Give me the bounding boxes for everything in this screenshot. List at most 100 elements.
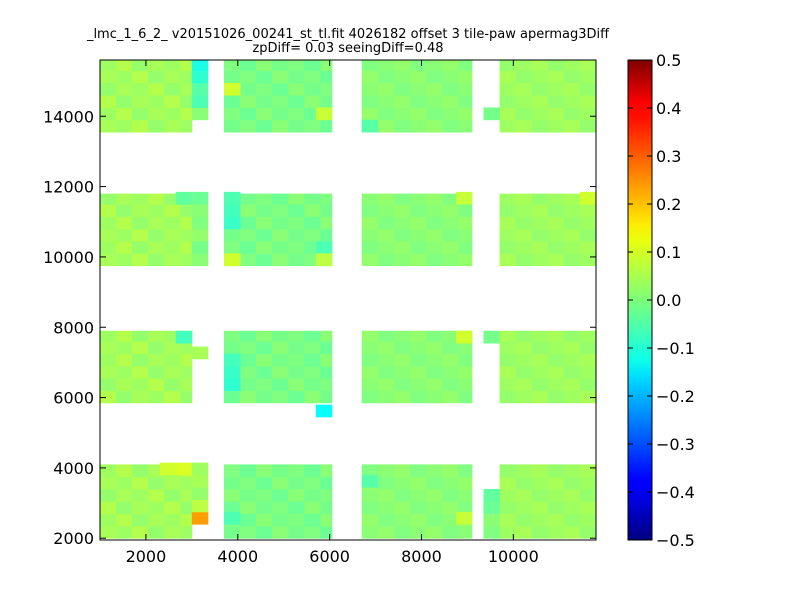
heatmap-cell — [148, 330, 165, 342]
heatmap-cell — [320, 204, 333, 217]
heatmap-cell — [180, 204, 193, 217]
heatmap-cell — [315, 107, 333, 121]
colorbar-tick-label: −0.5 — [656, 531, 695, 550]
heatmap-cell — [531, 228, 549, 242]
heatmap-cell — [531, 390, 549, 404]
heatmap-cell — [180, 60, 193, 71]
heatmap-cell — [164, 341, 181, 355]
heatmap-cell — [563, 228, 581, 242]
heatmap-cell — [288, 330, 305, 342]
heatmap-cell — [148, 365, 165, 379]
heatmap-cell — [164, 378, 181, 391]
heatmap-cell — [116, 82, 133, 96]
heatmap-cell — [547, 204, 565, 217]
heatmap-cell — [116, 365, 133, 379]
heatmap-cell — [547, 390, 565, 404]
x-axis: 2000 4000 6000 8000 10000 — [126, 60, 539, 566]
heatmap-cell — [180, 241, 193, 254]
heatmap-cell — [224, 204, 241, 217]
heatmap-cell — [531, 378, 549, 391]
heatmap-cell — [563, 204, 581, 217]
heatmap-cell — [164, 119, 181, 133]
heatmap-cell — [393, 253, 411, 267]
heatmap-cell — [191, 107, 209, 121]
heatmap-cell — [410, 353, 427, 367]
heatmap-cell — [361, 341, 379, 355]
heatmap-cell — [100, 216, 117, 230]
heatmap-cell — [458, 353, 473, 367]
heatmap-cell — [579, 330, 597, 342]
heatmap-cell — [483, 501, 500, 515]
heatmap-cell — [148, 476, 165, 490]
heatmap-cell — [393, 525, 411, 539]
heatmap-cell — [180, 341, 193, 355]
heatmap-cell — [116, 390, 133, 404]
heatmap-cell — [100, 513, 117, 527]
heatmap-cell — [531, 353, 549, 367]
heatmap-cell — [531, 476, 549, 490]
heatmap-cell — [458, 204, 473, 217]
heatmap-cell — [579, 341, 597, 355]
heatmap-cell — [361, 390, 379, 404]
heatmap-cell — [148, 228, 165, 242]
heatmap-cell — [579, 378, 597, 391]
heatmap-cell — [579, 191, 597, 205]
y-axis: 2000 4000 6000 8000 10000 12000 14000 — [43, 107, 596, 548]
heatmap-cell — [148, 513, 165, 527]
heatmap-cell — [164, 70, 181, 84]
heatmap-cell — [116, 241, 133, 254]
heatmap-cell — [579, 228, 597, 242]
heatmap-cell — [579, 204, 597, 217]
heatmap-cell — [531, 365, 549, 379]
heatmap-cell — [410, 228, 427, 242]
heatmap-cell — [100, 60, 117, 71]
heatmap-cell — [272, 365, 289, 379]
heatmap-cell — [304, 390, 321, 404]
heatmap-cell — [191, 511, 209, 525]
y-tick-label: 10000 — [43, 248, 94, 267]
heatmap-cell — [426, 82, 443, 96]
heatmap-cell — [100, 107, 117, 121]
heatmap-cell — [224, 378, 241, 391]
colorbar-ticks: 0.5 0.4 0.3 0.2 0.1 0.0 −0.1 −0.2 −0.3 −0.4 −0.5 — [628, 51, 695, 550]
heatmap-cell — [393, 193, 411, 205]
heatmap-cell — [304, 95, 321, 108]
heatmap-cell — [361, 525, 379, 539]
heatmap-cell — [224, 330, 241, 342]
y-tick-label: 8000 — [53, 318, 94, 337]
heatmap-cell — [531, 82, 549, 96]
heatmap-cell — [579, 119, 597, 133]
heatmap-cell — [547, 501, 565, 515]
heatmap-cell — [499, 70, 517, 84]
heatmap-cell — [164, 513, 181, 527]
x-tick-label: 10000 — [488, 547, 539, 566]
heatmap-cell — [393, 119, 411, 133]
heatmap-cell — [442, 353, 459, 367]
heatmap-cell — [442, 378, 459, 391]
heatmap-cell — [256, 95, 273, 108]
heatmap-cell — [547, 513, 565, 527]
heatmap-cell — [531, 70, 549, 84]
heatmap-cell — [410, 216, 427, 230]
heatmap-cell — [100, 390, 117, 404]
heatmap-cell — [547, 119, 565, 133]
heatmap-cell — [240, 390, 257, 404]
heatmap-cell — [256, 60, 273, 71]
heatmap-cell — [288, 464, 305, 478]
heatmap-cell — [563, 70, 581, 84]
heatmap-cell — [304, 216, 321, 230]
heatmap-cell — [547, 216, 565, 230]
heatmap-cell — [320, 390, 333, 404]
heatmap-cell — [361, 82, 379, 96]
heatmap-cell — [458, 253, 473, 267]
heatmap-cell — [393, 228, 411, 242]
heatmap-cell — [191, 228, 209, 242]
heatmap-cell — [426, 330, 443, 342]
heatmap-cell — [426, 241, 443, 254]
heatmap-cell — [377, 253, 395, 267]
heatmap-cell — [148, 378, 165, 391]
heatmap-cell — [272, 353, 289, 367]
heatmap-cell — [304, 119, 321, 133]
heatmap-cell — [288, 241, 305, 254]
heatmap-cell — [320, 216, 333, 230]
